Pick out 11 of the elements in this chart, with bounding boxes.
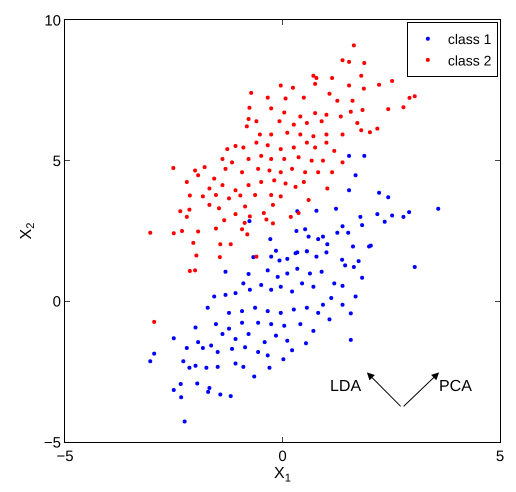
y-tick-label: 0	[52, 294, 61, 311]
x-tick-label: 5	[496, 448, 504, 465]
x-axis-title: X$_{1}$	[274, 465, 291, 484]
y-tick-label: −5	[44, 434, 61, 452]
legend-label: class 2	[448, 52, 492, 68]
y-tick-label: 10	[44, 12, 61, 30]
annotation: LDA	[330, 378, 362, 395]
annotation: PCA	[439, 378, 472, 395]
y-tick-label: 5	[52, 152, 61, 170]
x-tick-label: 0	[278, 448, 287, 465]
legend-label: class 1	[448, 31, 492, 48]
